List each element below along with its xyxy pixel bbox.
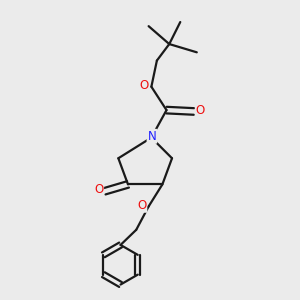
Text: O: O	[94, 183, 103, 196]
Text: O: O	[196, 104, 205, 117]
Text: N: N	[148, 130, 156, 143]
Text: O: O	[140, 79, 149, 92]
Text: O: O	[137, 199, 146, 212]
